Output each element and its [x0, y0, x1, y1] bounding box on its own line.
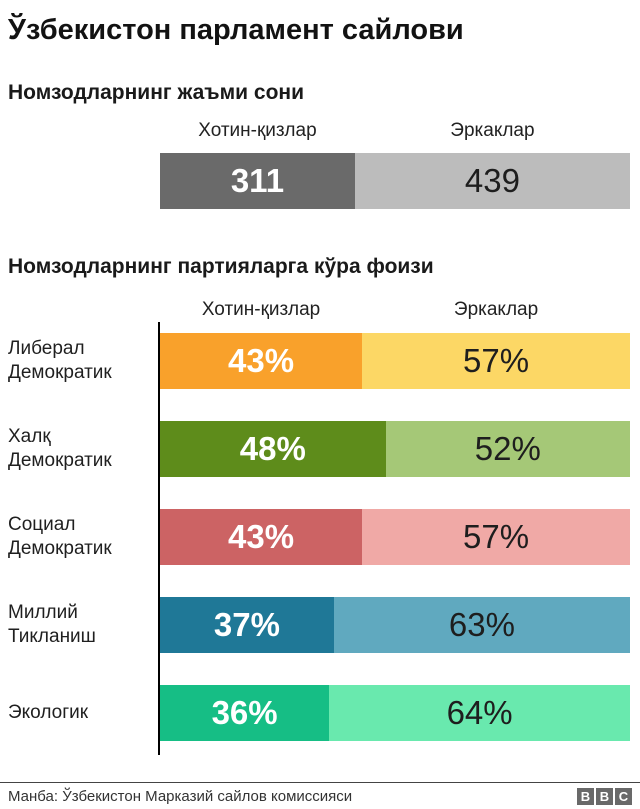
women-segment: 36%: [160, 685, 330, 741]
women-percent-value: 37%: [213, 606, 280, 643]
party-row-sotsial-demokratik: Социал Демократик 43% 57%: [0, 509, 640, 565]
totals-women-header: Хотин-қизлар: [198, 120, 317, 141]
party-row-xalq-demokratik: Халқ Демократик 48% 52%: [0, 421, 640, 477]
party-stacked-bar: 43% 57%: [160, 509, 630, 565]
men-segment: 64%: [329, 685, 630, 741]
party-stacked-bar: 36% 64%: [160, 685, 630, 741]
party-men-header: Эркаклар: [453, 299, 539, 320]
party-stacked-bar: 48% 52%: [160, 421, 630, 477]
women-segment: 43%: [160, 333, 363, 389]
men-percent-value: 52%: [474, 430, 541, 467]
totals-women-segment: 311: [160, 153, 355, 209]
totals-heading: Номзодларнинг жаъми сони: [8, 81, 304, 104]
women-percent-value: 36%: [211, 694, 278, 731]
women-percent-value: 48%: [239, 430, 306, 467]
party-row-milliy-tiklanish: Миллий Тикланиш 37% 63%: [0, 597, 640, 653]
party-row-label: Халқ Демократик: [8, 426, 112, 471]
totals-column-headers: Хотин-қизлар Эркаклар: [160, 119, 630, 143]
party-row-label: Миллий Тикланиш: [8, 602, 96, 647]
totals-men-value: 439: [464, 162, 520, 199]
party-row-label: Либерал Демократик: [8, 338, 112, 383]
men-segment: 57%: [362, 509, 630, 565]
men-percent-value: 57%: [463, 342, 530, 379]
party-row-label: Социал Демократик: [8, 514, 112, 559]
party-row-ekologik: Экологик 36% 64%: [0, 685, 640, 741]
women-segment: 43%: [160, 509, 363, 565]
women-percent-value: 43%: [228, 342, 295, 379]
page-title: Ўзбекистон парламент сайлови: [8, 14, 464, 46]
party-column-headers: Хотин-қизлар Эркаклар: [160, 298, 630, 322]
party-heading: Номзодларнинг партияларга кўра фоизи: [8, 255, 434, 278]
source-credit: Манба: Ўзбекистон Марказий сайлов комисс…: [8, 787, 353, 805]
party-chart: Либерал Демократик 43% 57% Халқ Демократ…: [0, 322, 640, 755]
footer: Манба: Ўзбекистон Марказий сайлов комисс…: [0, 782, 640, 809]
totals-women-value: 311: [230, 162, 285, 199]
party-row-liberal-demokratik: Либерал Демократик 43% 57%: [0, 333, 640, 389]
women-percent-value: 43%: [228, 518, 295, 555]
men-segment: 52%: [385, 421, 630, 477]
totals-men-header: Эркаклар: [450, 120, 535, 141]
totals-men-segment: 439: [354, 153, 630, 209]
bbc-logo-letter: B: [577, 787, 594, 805]
party-row-label: Экологик: [8, 702, 89, 723]
men-percent-value: 63%: [448, 606, 515, 643]
party-women-header: Хотин-қизлар: [201, 299, 321, 320]
bbc-logo-letter: C: [615, 787, 632, 805]
party-stacked-bar: 43% 57%: [160, 333, 630, 389]
party-stacked-bar: 37% 63%: [160, 597, 630, 653]
women-segment: 48%: [160, 421, 386, 477]
women-segment: 37%: [160, 597, 334, 653]
men-segment: 63%: [333, 597, 630, 653]
men-percent-value: 57%: [463, 518, 530, 555]
men-segment: 57%: [362, 333, 630, 389]
totals-stacked-bar: 311 439: [160, 153, 630, 209]
bbc-logo-letter: B: [596, 787, 613, 805]
chart-axis-line: [158, 322, 160, 755]
men-percent-value: 64%: [446, 694, 513, 731]
bbc-logo: B B C: [577, 787, 632, 805]
